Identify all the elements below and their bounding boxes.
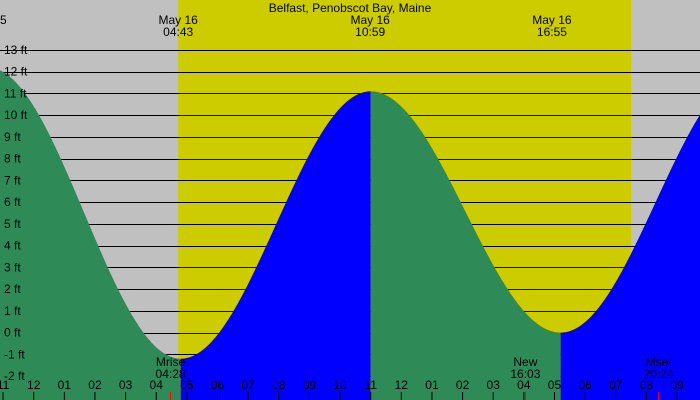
x-tick-label-8: 07: [241, 378, 255, 392]
y-tick-label-5ft: 5 ft: [4, 217, 21, 231]
falling-tide-segment-2: [370, 91, 561, 400]
top-time-1: 10:59: [355, 25, 385, 39]
y-tick-label-11ft: 11 ft: [4, 86, 27, 100]
x-axis-ticks: 11 12 01 02 03 04 05 06 07 08 09 10 11 12 01 02 03 04 05 06…: [0, 378, 684, 400]
x-tick-label-0: 11: [0, 378, 10, 392]
moon-event-time-0: 04:28: [156, 367, 186, 381]
y-tick-label-7ft: 7 ft: [4, 173, 21, 187]
y-tick-label-3ft: 3 ft: [4, 260, 21, 274]
x-tick-label-3: 02: [88, 378, 102, 392]
chart-title: Belfast, Penobscot Bay, Maine: [269, 1, 432, 15]
x-tick-label-6: 05: [180, 378, 194, 392]
rising-tide-segment-1: [180, 91, 371, 400]
x-tick-label-16: 03: [487, 378, 501, 392]
x-tick-label-19: 06: [578, 378, 592, 392]
top-date-1: May 16: [350, 13, 390, 27]
y-tick-label-8ft: 8 ft: [4, 152, 21, 166]
x-tick-label-17: 04: [517, 378, 531, 392]
y-tick-label-10ft: 10 ft: [4, 108, 28, 122]
y-tick-label-6ft: 6 ft: [4, 195, 21, 209]
y-tick-label-2ft: 2 ft: [4, 282, 21, 296]
y-tick-label-1ft: 1 ft: [4, 304, 21, 318]
y-tick-label-0ft: 0 ft: [4, 326, 21, 340]
x-tick-label-14: 01: [425, 378, 439, 392]
x-tick-label-21: 08: [640, 378, 654, 392]
moon-event-time-2: 20:24: [644, 367, 674, 381]
moon-event-label-2: Mset: [646, 355, 673, 369]
top-date-2: May 16: [532, 13, 572, 27]
x-tick-label-10: 09: [303, 378, 317, 392]
top-time-2: 16:55: [537, 25, 567, 39]
x-tick-label-2: 01: [58, 378, 72, 392]
x-tick-label-20: 07: [609, 378, 623, 392]
moon-event-time-1: 16:03: [510, 367, 540, 381]
y-tick-label-9ft: 9 ft: [4, 130, 21, 144]
y-tick-label--1ft: -1 ft: [4, 347, 25, 361]
y-tick-label-4ft: 4 ft: [4, 239, 21, 253]
top-time-0: 04:43: [163, 25, 193, 39]
y-tick-label--2ft: -2 ft: [4, 369, 25, 383]
x-tick-label-22: 09: [670, 378, 684, 392]
falling-tide-segment-0: [0, 70, 181, 400]
x-tick-label-13: 12: [395, 378, 409, 392]
x-tick-label-18: 05: [548, 378, 562, 392]
x-tick-label-15: 02: [456, 378, 470, 392]
x-tick-label-9: 08: [272, 378, 286, 392]
y-tick-label-13ft: 13 ft: [4, 43, 28, 57]
y-axis-labels: 13 ft 12 ft 11 ft 10 ft 9 ft 8 ft 7 ft 6 ft 5 ft…: [4, 43, 28, 383]
rising-tide-segment-3: [560, 114, 700, 400]
top-date-0: May 16: [159, 13, 199, 27]
y-tick-label-12ft: 12 ft: [4, 65, 28, 79]
x-tick-label-5: 04: [150, 378, 164, 392]
x-tick-label-12: 11: [364, 378, 377, 392]
tide-area: [0, 70, 700, 400]
x-tick-label-4: 03: [119, 378, 133, 392]
x-tick-label-11: 10: [333, 378, 347, 392]
x-tick-label-1: 12: [27, 378, 41, 392]
moon-event-label-0: Mrise: [156, 355, 186, 369]
moon-event-label-1: New: [513, 355, 537, 369]
left-edge-label: 5: [0, 13, 7, 27]
x-tick-label-7: 06: [211, 378, 225, 392]
